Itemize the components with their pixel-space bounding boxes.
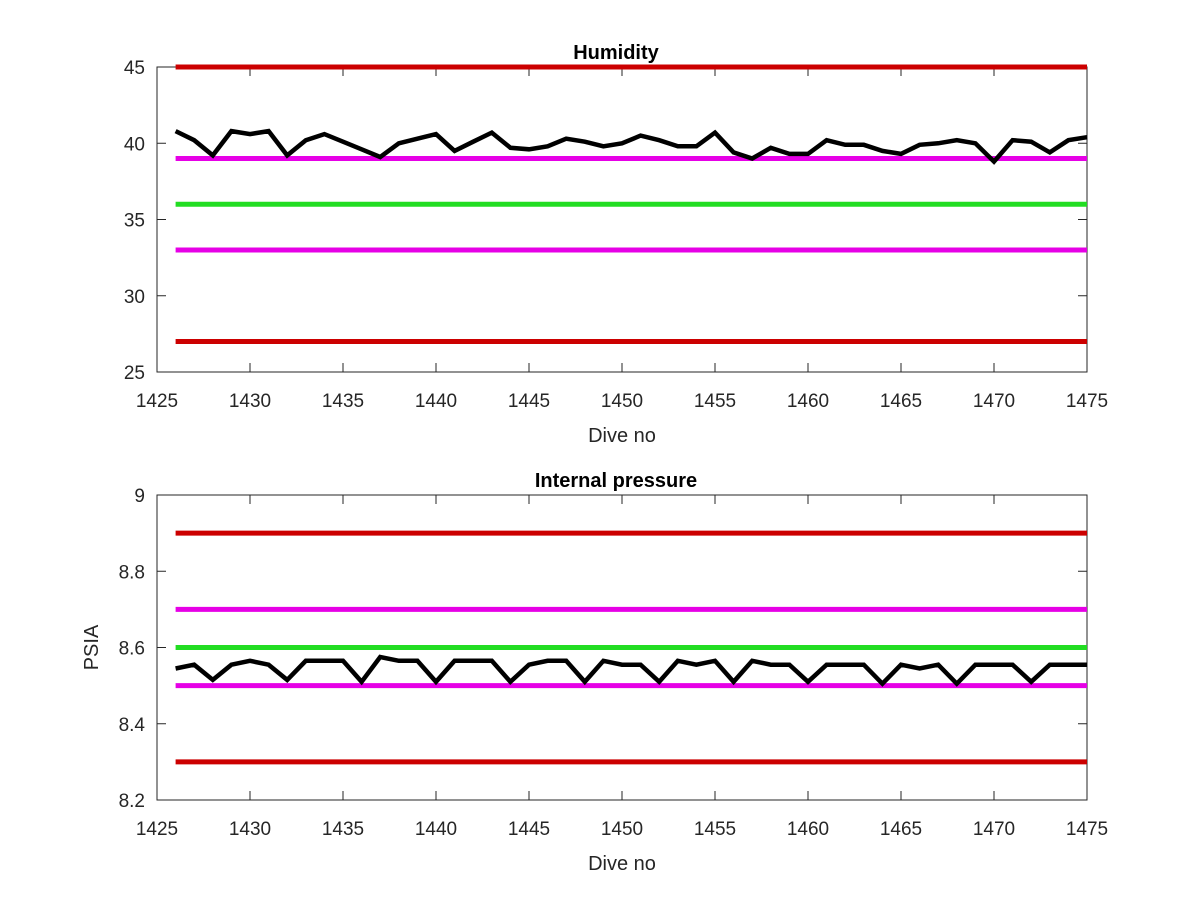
x-tick-label: 1450 xyxy=(601,819,643,840)
x-tick-label: 1430 xyxy=(229,391,271,412)
x-tick-label: 1460 xyxy=(787,819,829,840)
x-tick-label: 1440 xyxy=(415,391,457,412)
x-tick-label: 1465 xyxy=(880,391,922,412)
x-tick-label: 1470 xyxy=(973,391,1015,412)
x-tick-label: 1470 xyxy=(973,819,1015,840)
y-tick-label: 35 xyxy=(124,211,145,232)
y-tick-label: 25 xyxy=(124,363,145,384)
y-tick-label: 30 xyxy=(124,287,145,308)
x-tick-label: 1475 xyxy=(1066,819,1108,840)
x-tick-label: 1435 xyxy=(322,391,364,412)
y-tick-label: 8.6 xyxy=(119,639,145,660)
chart-panel-1: 1425 1430 1435 1440 1445 1450 1455 1460 1465 1470… xyxy=(124,42,1108,447)
x-tick-label: 1455 xyxy=(694,819,736,840)
axes-box xyxy=(156,66,1088,373)
chart-title: Humidity xyxy=(573,42,659,64)
x-tick-label: 1425 xyxy=(136,391,178,412)
chart-title: Internal pressure xyxy=(535,470,697,492)
x-tick-label: 1435 xyxy=(322,819,364,840)
data-series-line xyxy=(175,654,1087,687)
x-tick-label: 1445 xyxy=(508,391,550,412)
y-tick-label: 9 xyxy=(134,486,145,507)
x-axis-label: Dive no xyxy=(588,853,656,875)
y-tick-label: 8.8 xyxy=(119,562,145,583)
x-tick-label: 1450 xyxy=(601,391,643,412)
x-tick-label: 1460 xyxy=(787,391,829,412)
x-axis-label: Dive no xyxy=(588,425,656,447)
y-tick-label: 8.4 xyxy=(119,715,146,736)
y-tick-label: 8.2 xyxy=(119,791,145,812)
x-tick-label: 1475 xyxy=(1066,391,1108,412)
y-tick-label: 40 xyxy=(124,134,145,155)
x-tick-label: 1440 xyxy=(415,819,457,840)
x-tick-label: 1430 xyxy=(229,819,271,840)
x-tick-label: 1455 xyxy=(694,391,736,412)
x-tick-label: 1445 xyxy=(508,819,550,840)
chart-panel-2: 1425 1430 1435 1440 1445 1450 1455 1460 1465 1470… xyxy=(81,470,1108,875)
y-axis-label: PSIA xyxy=(81,624,103,670)
x-tick-label: 1425 xyxy=(136,819,178,840)
data-series-line xyxy=(174,128,1088,165)
x-tick-label: 1465 xyxy=(880,819,922,840)
y-tick-label: 45 xyxy=(124,58,145,79)
